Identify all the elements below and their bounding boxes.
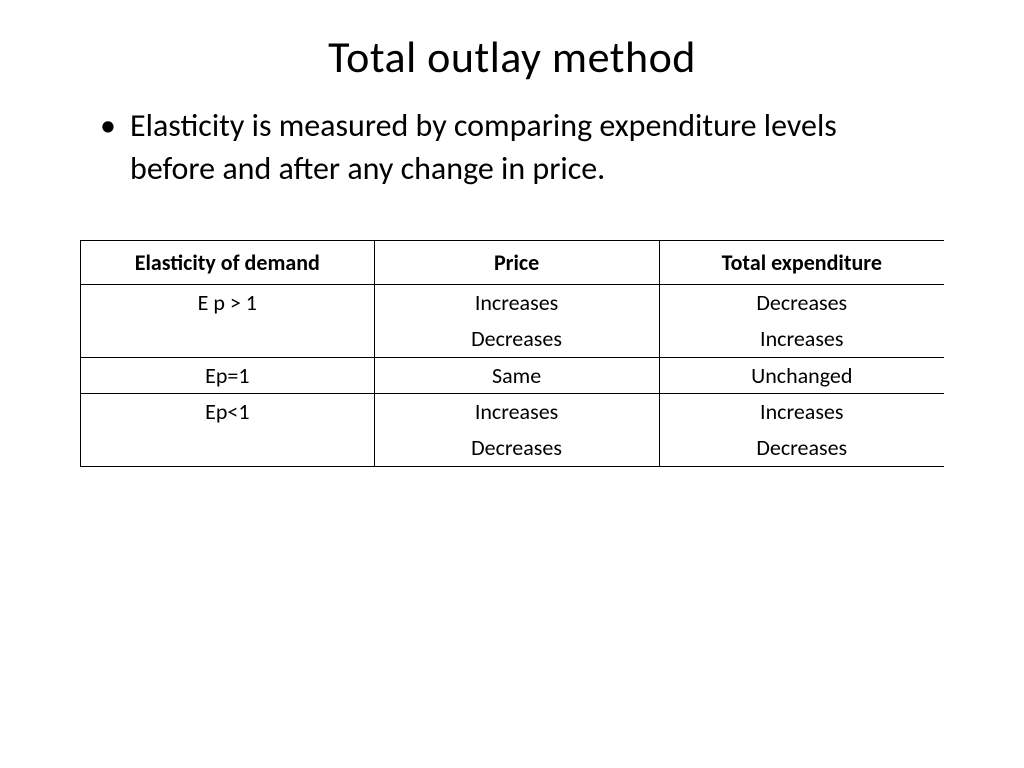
table-row: Decreases Decreases <box>81 430 945 466</box>
table-row: E p > 1 Increases Decreases <box>81 285 945 321</box>
table-row: Ep<1 Increases Increases <box>81 394 945 430</box>
cell-total: Increases <box>659 321 944 357</box>
cell-elasticity: E p > 1 <box>81 285 375 321</box>
bullet-item: Elasticity is measured by comparing expe… <box>100 104 924 190</box>
table-row: Ep=1 Same Unchanged <box>81 357 945 394</box>
cell-elasticity-empty <box>81 430 375 466</box>
col-header-price: Price <box>374 241 659 285</box>
page-title: Total outlay method <box>50 30 974 84</box>
col-header-total: Total expenditure <box>659 241 944 285</box>
cell-elasticity: Ep<1 <box>81 394 375 430</box>
cell-total: Unchanged <box>659 357 944 394</box>
table-row: Decreases Increases <box>81 321 945 357</box>
elasticity-table-container: Elasticity of demand Price Total expendi… <box>50 240 974 466</box>
cell-total: Increases <box>659 394 944 430</box>
cell-elasticity-empty <box>81 321 375 357</box>
cell-elasticity: Ep=1 <box>81 357 375 394</box>
cell-total: Decreases <box>659 430 944 466</box>
cell-price: Decreases <box>374 321 659 357</box>
bullet-list: Elasticity is measured by comparing expe… <box>50 104 974 190</box>
cell-price: Decreases <box>374 430 659 466</box>
cell-price: Increases <box>374 394 659 430</box>
cell-total: Decreases <box>659 285 944 321</box>
elasticity-table: Elasticity of demand Price Total expendi… <box>80 240 944 466</box>
cell-price: Increases <box>374 285 659 321</box>
table-header-row: Elasticity of demand Price Total expendi… <box>81 241 945 285</box>
col-header-elasticity: Elasticity of demand <box>81 241 375 285</box>
cell-price: Same <box>374 357 659 394</box>
